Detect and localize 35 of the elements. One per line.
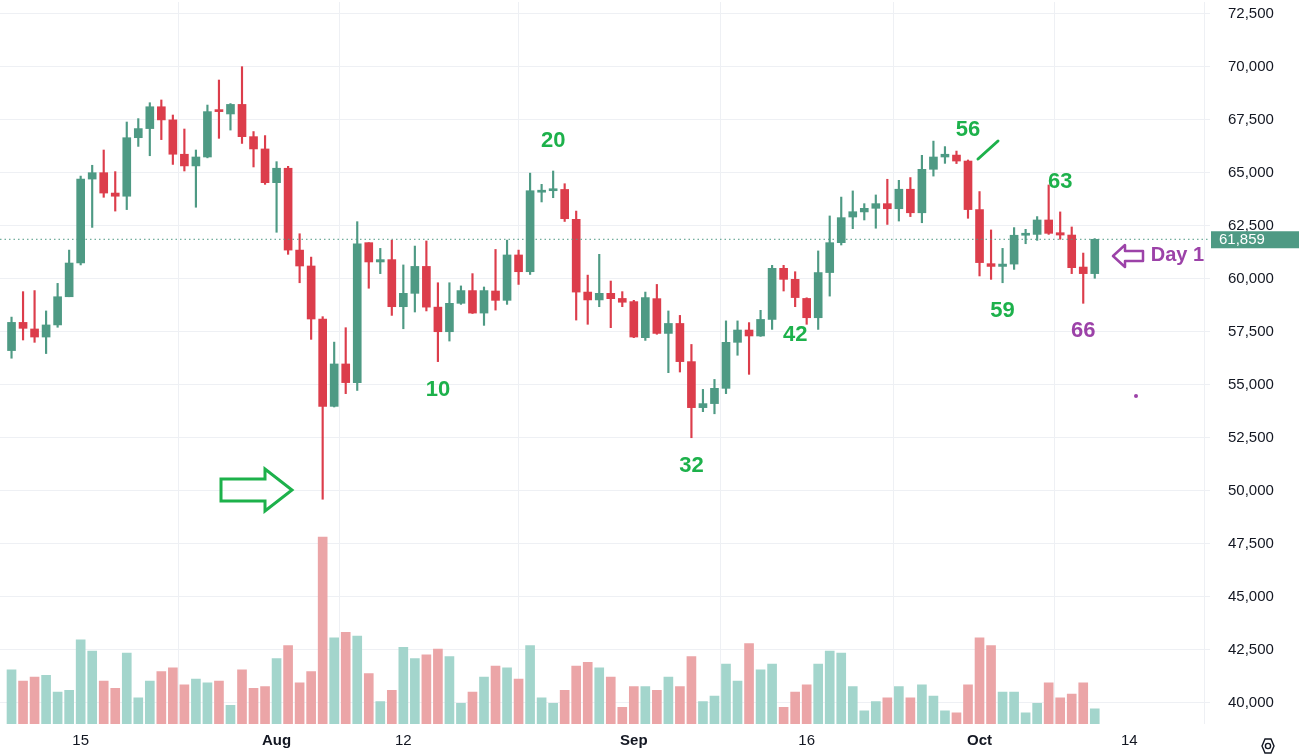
candlestick <box>272 161 281 233</box>
y-tick-label: 40,000 <box>1228 692 1274 710</box>
y-tick-label: 72,500 <box>1228 3 1274 21</box>
y-tick-label: 55,000 <box>1228 374 1274 392</box>
y-tick-label: 47,500 <box>1228 533 1274 551</box>
x-tick-label: 12 <box>394 731 412 749</box>
x-tick-label: 14 <box>1120 731 1138 749</box>
annotation: 20 <box>540 127 566 153</box>
annotation: 32 <box>679 451 704 477</box>
candlestick <box>998 248 1007 284</box>
y-tick-label: 52,500 <box>1228 427 1274 445</box>
y-tick-label: 50,000 <box>1228 480 1274 498</box>
annotation: 10 <box>425 375 451 401</box>
x-tick-label: 15 <box>72 731 90 749</box>
y-tick-label: 60,000 <box>1228 268 1274 286</box>
y-tick-label: 42,500 <box>1228 639 1274 657</box>
candlestick <box>30 290 39 343</box>
annotation: 66 <box>1071 317 1096 343</box>
annotation: 59 <box>990 296 1015 322</box>
y-tick-label: 45,000 <box>1228 586 1274 604</box>
y-tick-label: 65,000 <box>1228 162 1274 180</box>
annotation: 63 <box>1047 167 1073 193</box>
x-tick-label: Sep <box>620 731 648 749</box>
annotation: Day 1 <box>1150 242 1205 265</box>
y-tick-label: 57,500 <box>1228 321 1274 339</box>
y-tick-label: 62,500 <box>1228 215 1274 233</box>
annotation: 42 <box>782 320 808 346</box>
candlestick <box>491 249 500 311</box>
ref-line-label: 61,859 <box>1219 230 1265 248</box>
x-tick-label: 16 <box>798 731 816 749</box>
y-tick-label: 67,500 <box>1228 109 1274 127</box>
y-tick-label: 70,000 <box>1228 56 1274 74</box>
annotation: 56 <box>955 116 981 142</box>
x-tick-label: Aug <box>261 731 292 749</box>
x-tick-label: Oct <box>967 731 993 749</box>
